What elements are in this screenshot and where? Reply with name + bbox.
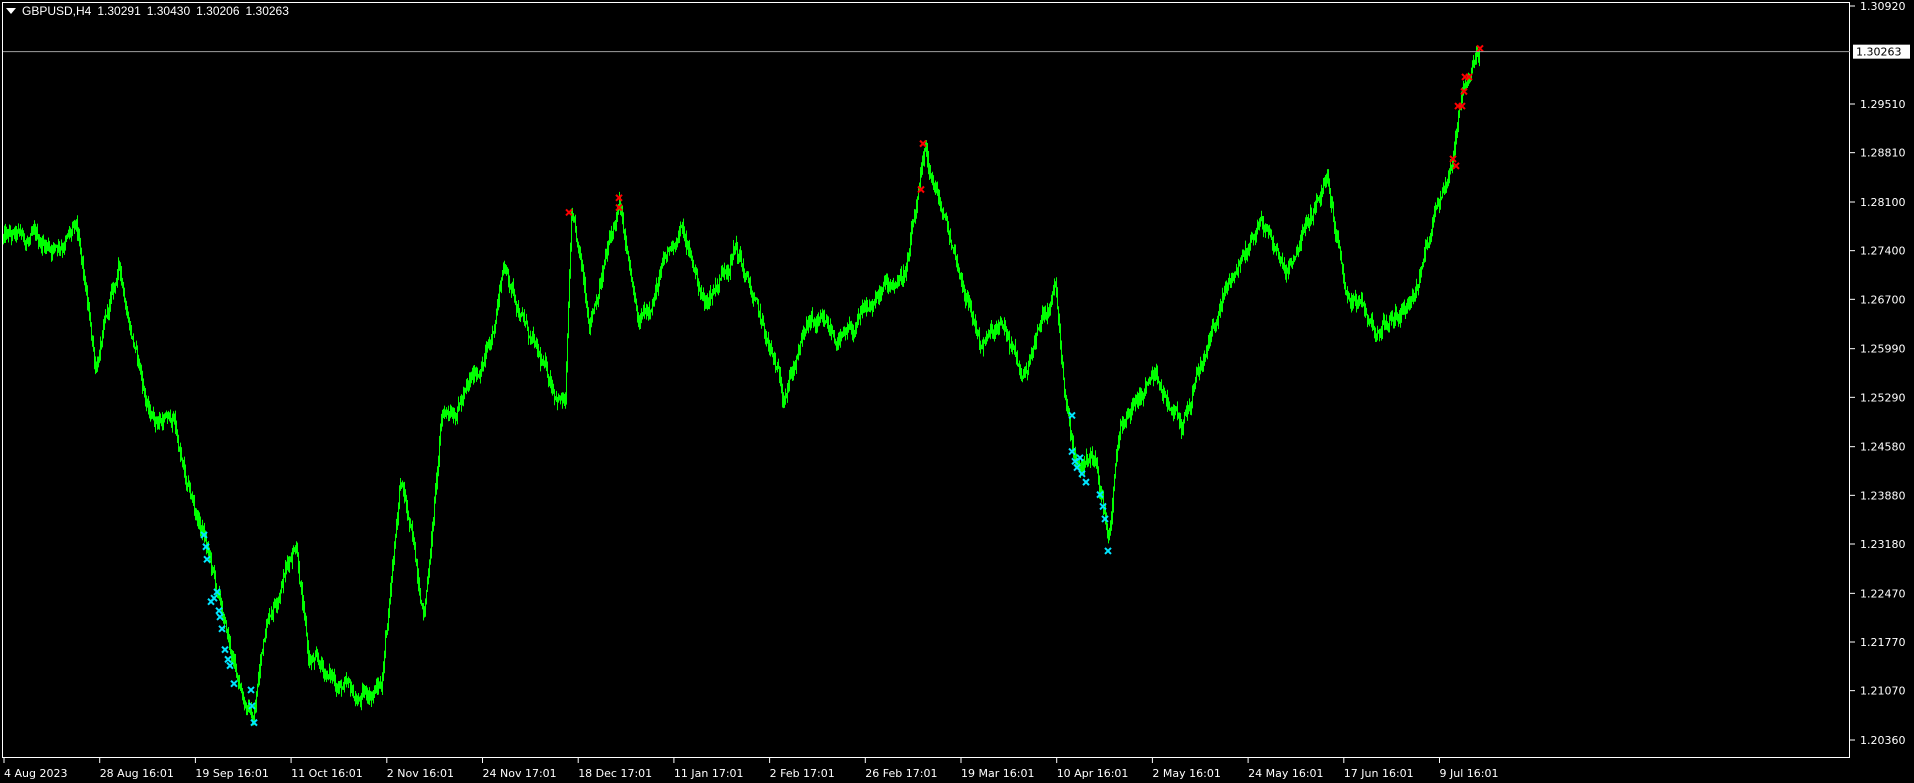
buy-marker-icon xyxy=(1099,502,1107,511)
x-tick-label: 24 May 16:01 xyxy=(1248,767,1323,780)
sell-marker-icon xyxy=(615,203,623,212)
buy-marker-icon xyxy=(247,686,255,694)
buy-marker-icon xyxy=(250,718,258,727)
plot-frame xyxy=(2,2,1850,758)
low-price: 1.30206 xyxy=(196,4,240,18)
buy-marker-icon xyxy=(224,655,232,664)
buy-marker-icon xyxy=(210,594,218,602)
buy-marker-icon xyxy=(1082,478,1090,486)
buy-marker-icon xyxy=(213,588,221,596)
buy-marker-icon xyxy=(215,607,223,615)
buy-marker-icon xyxy=(1104,547,1112,555)
price-bars xyxy=(3,45,1480,726)
sell-marker-icon xyxy=(1449,155,1457,163)
x-tick-label: 11 Oct 16:01 xyxy=(291,767,363,780)
x-tick-label: 19 Mar 16:01 xyxy=(961,767,1034,780)
y-tick-label: 1.29510 xyxy=(1860,98,1906,111)
sell-marker-icon xyxy=(1476,44,1484,53)
y-tick-label: 1.20360 xyxy=(1860,734,1906,747)
buy-marker-icon xyxy=(203,555,211,563)
buy-marker-icon xyxy=(1071,457,1079,465)
buy-marker-icon xyxy=(230,679,238,688)
buy-marker-icon xyxy=(221,645,229,654)
buy-marker-icon xyxy=(1068,411,1076,420)
buy-marker-icon xyxy=(1078,470,1086,478)
sell-marker-icon xyxy=(1452,162,1460,170)
buy-marker-icon xyxy=(1076,454,1084,462)
y-tick-label: 1.23880 xyxy=(1860,489,1906,502)
buy-marker-icon xyxy=(1096,490,1104,499)
sell-marker-icon xyxy=(565,208,573,217)
symbol-label: GBPUSD,H4 xyxy=(22,4,92,18)
buy-marker-icon xyxy=(216,613,224,621)
y-tick-label: 1.27400 xyxy=(1860,245,1906,258)
sell-marker-icon xyxy=(1465,73,1473,81)
high-price: 1.30430 xyxy=(146,4,191,18)
x-tick-label: 11 Jan 17:01 xyxy=(674,767,744,780)
open-price: 1.30291 xyxy=(97,4,141,18)
x-tick-label: 2 May 16:01 xyxy=(1152,767,1220,780)
y-tick-label: 1.30920 xyxy=(1860,0,1906,13)
y-tick-label: 1.21070 xyxy=(1860,685,1906,698)
y-tick-label: 1.21770 xyxy=(1860,636,1906,649)
x-tick-label: 24 Nov 17:01 xyxy=(483,767,557,780)
triangle-down-icon[interactable] xyxy=(6,8,16,14)
buy-marker-icon xyxy=(1073,463,1081,472)
y-tick-label: 1.25290 xyxy=(1860,391,1906,404)
chart-header: GBPUSD,H4 1.30291 1.30430 1.30206 1.3026… xyxy=(6,4,289,18)
x-tick-label: 9 Jul 16:01 xyxy=(1440,767,1499,780)
x-tick-label: 19 Sep 16:01 xyxy=(195,767,268,780)
buy-marker-icon xyxy=(1101,515,1109,523)
buy-marker-icon xyxy=(202,543,210,551)
sell-marker-icon xyxy=(615,194,623,202)
y-tick-label: 1.23180 xyxy=(1860,538,1906,551)
x-tick-label: 28 Aug 16:01 xyxy=(100,767,174,780)
buy-marker-icon xyxy=(1068,447,1076,456)
buy-marker-icon xyxy=(248,702,256,710)
sell-marker-icon xyxy=(1460,87,1468,96)
y-tick-label: 1.28810 xyxy=(1860,147,1906,160)
x-tick-label: 10 Apr 16:01 xyxy=(1057,767,1129,780)
current-price-label: 1.30263 xyxy=(1853,44,1910,59)
price-axis: 1.30920 1.29510 1.28810 1.28100 1.27400 1.267… xyxy=(1850,0,1906,747)
buy-marker-icon xyxy=(200,531,208,539)
trade-markers xyxy=(200,44,1484,727)
sell-marker-icon xyxy=(917,185,925,194)
svg-text:1.30263: 1.30263 xyxy=(1856,46,1902,59)
x-tick-label: 2 Nov 16:01 xyxy=(387,767,454,780)
y-tick-label: 1.24580 xyxy=(1860,441,1906,454)
x-tick-label: 18 Dec 17:01 xyxy=(578,767,652,780)
y-tick-label: 1.26700 xyxy=(1860,293,1906,306)
sell-marker-icon xyxy=(1458,102,1466,110)
time-axis: 4 Aug 2023 28 Aug 16:01 19 Sep 16:01 11 Oct… xyxy=(3,758,1499,780)
y-tick-label: 1.28100 xyxy=(1860,196,1906,209)
y-tick-label: 1.25990 xyxy=(1860,343,1906,356)
x-tick-label: 2 Feb 17:01 xyxy=(770,767,835,780)
x-tick-label: 17 Jun 16:01 xyxy=(1344,767,1414,780)
y-tick-label: 1.22470 xyxy=(1860,587,1906,600)
buy-marker-icon xyxy=(218,625,226,633)
x-tick-label: 26 Feb 17:01 xyxy=(865,767,937,780)
x-tick-label: 4 Aug 2023 xyxy=(4,767,67,780)
close-price: 1.30263 xyxy=(245,4,289,18)
sell-marker-icon xyxy=(919,139,927,148)
buy-marker-icon xyxy=(226,661,234,670)
